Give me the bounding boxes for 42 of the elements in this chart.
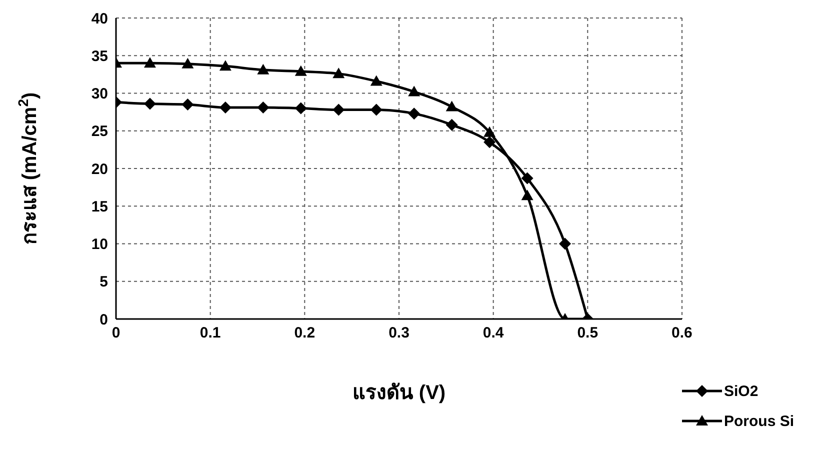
point — [370, 104, 382, 116]
point — [521, 172, 534, 184]
y-tick-label: 30 — [91, 86, 108, 103]
point — [182, 98, 194, 111]
point — [294, 102, 307, 114]
point — [219, 102, 232, 114]
point — [219, 60, 232, 71]
y-tick-label: 10 — [91, 236, 108, 254]
point — [408, 86, 420, 96]
x-tick-label: 0.6 — [672, 324, 692, 342]
x-tick-label: 0.4 — [482, 324, 504, 342]
legend-label: Porous Si — [724, 412, 794, 430]
x-tick-label: 0.3 — [388, 324, 410, 342]
point — [294, 65, 307, 76]
y-tick-label: 40 — [91, 10, 108, 28]
y-tick-label: 0 — [100, 311, 108, 328]
x-tick-label: 0.1 — [200, 324, 221, 342]
point — [559, 238, 572, 250]
point — [446, 100, 458, 112]
point — [182, 58, 194, 68]
x-axis-title: แรงดัน (V) — [352, 382, 446, 404]
y-tick-label: 20 — [91, 160, 108, 178]
point — [521, 190, 534, 200]
point — [408, 108, 420, 120]
point — [257, 102, 270, 114]
point — [332, 104, 345, 116]
x-tick-label: 0.2 — [294, 324, 316, 342]
point — [484, 126, 496, 137]
point — [332, 68, 345, 78]
point — [446, 118, 458, 131]
point — [484, 136, 496, 148]
point — [144, 57, 156, 68]
y-tick-label: 15 — [91, 198, 108, 216]
x-tick-label: 0 — [112, 324, 120, 342]
point — [144, 98, 156, 110]
y-tick-label: 35 — [91, 48, 108, 65]
point — [370, 75, 382, 86]
y-tick-label: 5 — [100, 274, 108, 291]
point — [257, 64, 270, 74]
y-tick-label: 25 — [91, 123, 108, 140]
x-tick-label: 0.5 — [577, 324, 598, 342]
legend-label: SiO2 — [724, 382, 758, 400]
